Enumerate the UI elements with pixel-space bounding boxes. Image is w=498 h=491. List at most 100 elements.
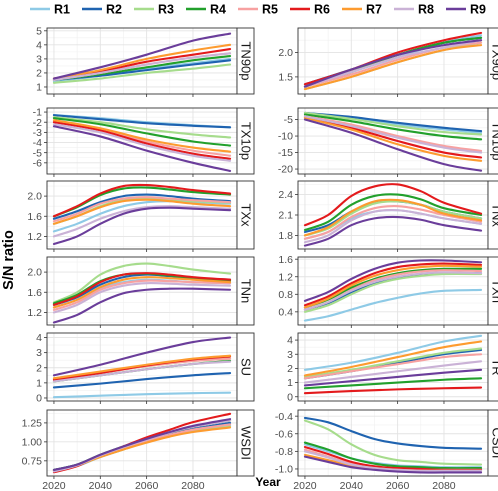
strip-label: WSDI	[239, 426, 254, 460]
y-tick-label: 0.75	[22, 455, 43, 467]
strip-box	[487, 107, 498, 175]
y-tick-label: -15	[278, 147, 293, 159]
y-tick-label: 1.5	[278, 71, 293, 83]
legend-item-r4: R4	[186, 3, 226, 17]
strip-box	[236, 332, 255, 402]
series-line-r2	[52, 193, 232, 220]
series-line-r1	[303, 334, 483, 371]
legend-item-r2: R2	[82, 3, 122, 17]
y-tick-label: 1.8	[278, 230, 293, 242]
y-tick-label: 1	[287, 377, 293, 389]
y-tick-label: 3	[36, 53, 42, 65]
x-axis-title: Year	[255, 475, 281, 489]
y-tick-label: -5	[284, 114, 293, 126]
strip-box	[236, 180, 255, 250]
y-tick-label: -0.4	[275, 411, 293, 423]
chart-panels: TN90p12345TX90p1.52.0TX10p-6-5-4-3-2-1TN…	[22, 25, 498, 491]
series-line-r3	[303, 419, 483, 466]
strip-label: TNn	[239, 279, 254, 304]
y-tick-label: 4	[36, 39, 42, 51]
series-line-r9	[52, 418, 232, 471]
y-tick-label: 1.6	[27, 211, 42, 223]
series-line-r3	[303, 272, 483, 313]
series-line-r8	[303, 209, 483, 244]
y-tick-label: 4	[36, 332, 42, 344]
panel-csdi: CSDI -1.0 -0.8 -0.6 -0.4 2020 2040 2060 2080	[275, 409, 498, 491]
x-tick-label: 2040	[89, 480, 113, 491]
series-line-r6	[52, 183, 232, 218]
panel-tn10p: TN10p -20 -15 -10 -5	[278, 107, 498, 177]
series-line-r9	[303, 118, 483, 172]
series-line-r3	[303, 347, 483, 378]
y-tick-label: 2	[287, 363, 293, 375]
legend-item-r3: R3	[134, 3, 174, 17]
panel-tx90p: TX90p 1.5 2.0	[278, 27, 498, 97]
legend-label: R7	[366, 3, 382, 17]
series-line-r9	[52, 287, 232, 324]
series-line-r2	[52, 114, 232, 129]
series-line-r8	[52, 52, 232, 82]
y-tick-label: 1.25	[22, 417, 43, 429]
series-line-r6	[303, 262, 483, 307]
y-tick-label: 3	[287, 349, 293, 361]
strip-box	[487, 332, 498, 402]
y-tick-label: 1	[36, 377, 42, 389]
series-line-r6	[52, 121, 232, 160]
series-line-r1	[52, 391, 232, 399]
series-line-r1	[303, 288, 483, 322]
series-line-r4	[52, 117, 232, 147]
y-tick-label: 1.00	[22, 436, 43, 448]
y-tick-label: 2.0	[27, 191, 42, 203]
series-line-r5	[303, 353, 483, 380]
series-line-r6	[303, 116, 483, 159]
series-line-r8	[303, 360, 483, 384]
series-line-r8	[303, 39, 483, 88]
series-line-r9	[303, 368, 483, 387]
series-line-r8	[303, 115, 483, 154]
legend-label: R4	[210, 3, 226, 17]
series-line-r8	[52, 282, 232, 314]
strip-box	[236, 27, 255, 95]
series-line-r8	[303, 271, 483, 311]
series-line-r8	[52, 123, 232, 162]
series-line-r2	[52, 371, 232, 389]
series-line-r2	[303, 416, 483, 450]
y-tick-label: 1.2	[27, 231, 42, 243]
series-line-r7	[303, 116, 483, 162]
series-line-r6	[303, 183, 483, 227]
legend: R1 R2 R3 R4 R5 R6 R7 R8 R9	[30, 3, 486, 17]
legend-item-r7: R7	[342, 3, 382, 17]
series-line-r9	[52, 125, 232, 172]
strip-box	[487, 409, 498, 477]
series-line-r5	[303, 115, 483, 152]
series-line-r9	[303, 259, 483, 302]
panel-tx10p: TX10p -6-5-4-3-2-1	[33, 107, 255, 177]
y-tick-label: -3	[33, 127, 42, 139]
y-tick-label: -6	[33, 157, 42, 169]
y-tick-label: 2.1	[278, 210, 293, 222]
y-tick-label: 2.4	[278, 189, 293, 201]
y-tick-label: 2.0	[278, 47, 293, 59]
y-tick-label: 3	[36, 347, 42, 359]
y-tick-label: 2	[36, 68, 42, 80]
panel-txn: TXn 0.4 0.8 1.2 1.6	[278, 254, 498, 328]
series-line-r8	[303, 450, 483, 472]
series-line-r5	[303, 205, 483, 240]
series-line-r9	[303, 39, 483, 88]
x-tick-label: 2080	[181, 480, 205, 491]
series-line-r7	[52, 198, 232, 225]
strip-box	[236, 256, 255, 326]
series-line-r5	[52, 279, 232, 311]
y-tick-label: 2.0	[27, 267, 42, 279]
series-line-r8	[52, 360, 232, 383]
panel-tr: TR 0 1 2 3 4	[287, 332, 498, 404]
y-tick-label: 4	[287, 335, 293, 347]
panel-tnx: TNx 1.8 2.1 2.4	[278, 180, 498, 252]
series-line-r7	[303, 198, 483, 237]
series-line-r6	[303, 386, 483, 395]
panel-wsdi: WSDI 0.75 1.00 1.25 2020 2040 2060 2080	[22, 409, 255, 491]
legend-label: R3	[158, 3, 174, 17]
y-tick-label: -10	[278, 131, 293, 143]
panel-su: SU 0 1 2 3 4	[36, 332, 255, 405]
